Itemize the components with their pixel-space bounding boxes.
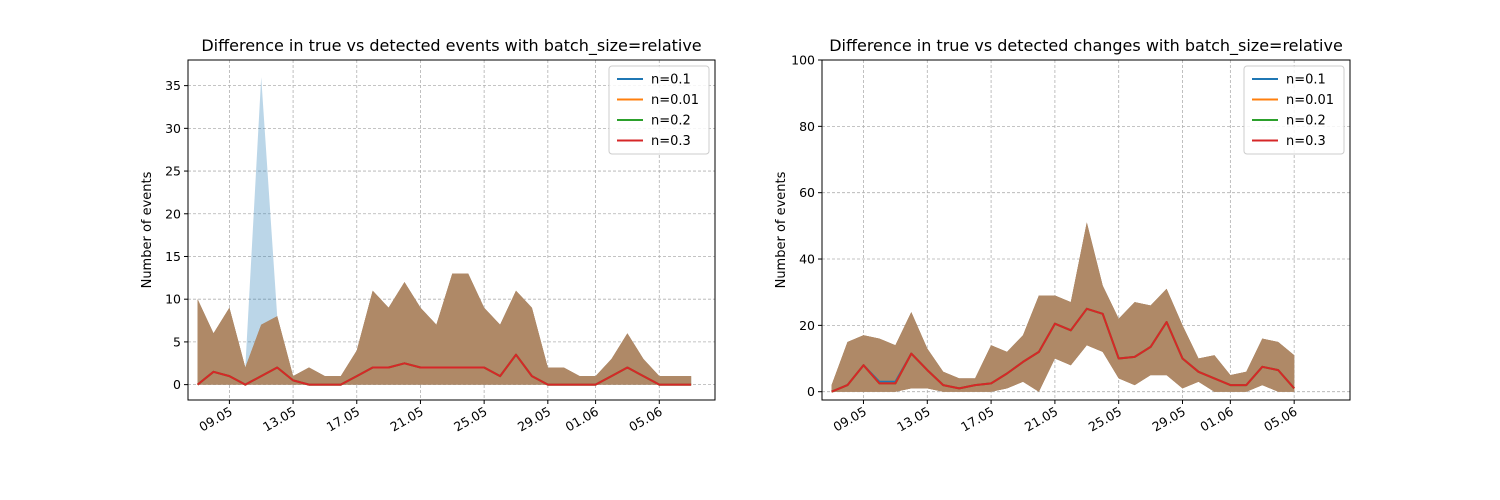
chart-title: Difference in true vs detected events wi… [201, 36, 701, 56]
y-tick-label: 0 [807, 384, 815, 399]
series-line-n=0.3 [831, 307, 1295, 393]
x-tick-label: 05.06 [626, 404, 665, 435]
x-tick-label: 29.05 [515, 404, 554, 435]
y-axis-label: Number of events [774, 171, 789, 288]
x-tick-label: 21.05 [387, 404, 426, 435]
legend-label: n=0.01 [651, 93, 699, 108]
bands [197, 77, 692, 385]
series-line-n=0.3 [196, 353, 692, 386]
plot-frame [187, 59, 716, 401]
legend: n=0.1 n=0.01 n=0.2 n=0.3 [608, 65, 710, 155]
legend-label: n=0.1 [651, 73, 691, 88]
y-tick-label: 100 [791, 53, 815, 68]
x-tick-label: 29.05 [1150, 404, 1189, 435]
y-tick-label: 15 [165, 249, 181, 264]
x-tick-label: 21.05 [1022, 404, 1061, 435]
legend-label: n=0.01 [1286, 93, 1334, 108]
y-tick-label: 20 [165, 206, 181, 221]
legend-label: n=0.1 [1286, 73, 1326, 88]
x-tick-label: 17.05 [958, 404, 997, 435]
x-tick-label: 25.05 [1086, 404, 1125, 435]
y-tick-label: 10 [165, 292, 181, 307]
x-tick-label: 05.06 [1261, 404, 1300, 435]
legend-label: n=0.2 [1286, 114, 1326, 129]
y-tick-label: 0 [173, 377, 181, 392]
y-tick-label: 60 [799, 185, 815, 200]
legend-label: n=0.2 [651, 114, 691, 129]
series-lines [831, 307, 1295, 393]
band-n=0.3 [197, 273, 692, 385]
x-tick-label: 13.05 [894, 404, 933, 435]
y-tick-label: 35 [165, 78, 181, 93]
y-axis-label: Number of events [140, 171, 155, 288]
legend-label: n=0.3 [651, 134, 691, 149]
x-tick-label: 25.05 [451, 404, 490, 435]
chart-title: Difference in true vs detected changes w… [829, 36, 1343, 56]
y-tick-label: 5 [173, 334, 181, 349]
y-tick-label: 20 [799, 318, 815, 333]
chart-changes: 0 20 40 60 80 100 09.05 13.05 17.05 21.05 25.05 29.… [774, 36, 1351, 435]
x-tick-label: 01.06 [1197, 404, 1236, 435]
legend-box [608, 65, 710, 155]
plot-frame [821, 59, 1351, 401]
legend-label: n=0.3 [1286, 134, 1326, 149]
series-lines [196, 353, 692, 386]
band-n=0.3 [831, 222, 1295, 392]
y-tick-label: 80 [799, 119, 815, 134]
legend-box [1243, 65, 1345, 155]
x-tick-label: 01.06 [563, 404, 602, 435]
y-tick-label: 40 [799, 252, 815, 267]
legend: n=0.1 n=0.01 n=0.2 n=0.3 [1243, 65, 1345, 155]
x-tick-label: 09.05 [196, 404, 235, 435]
chart-events: 0 5 10 15 20 25 30 35 09.05 13.05 17.05 21.05 25.05 2… [140, 36, 716, 435]
y-tick-label: 25 [165, 164, 181, 179]
y-tick-label: 30 [165, 121, 181, 136]
x-tick-label: 09.05 [830, 404, 869, 435]
x-tick-label: 17.05 [324, 404, 363, 435]
bands [831, 222, 1295, 392]
x-tick-label: 13.05 [260, 404, 299, 435]
